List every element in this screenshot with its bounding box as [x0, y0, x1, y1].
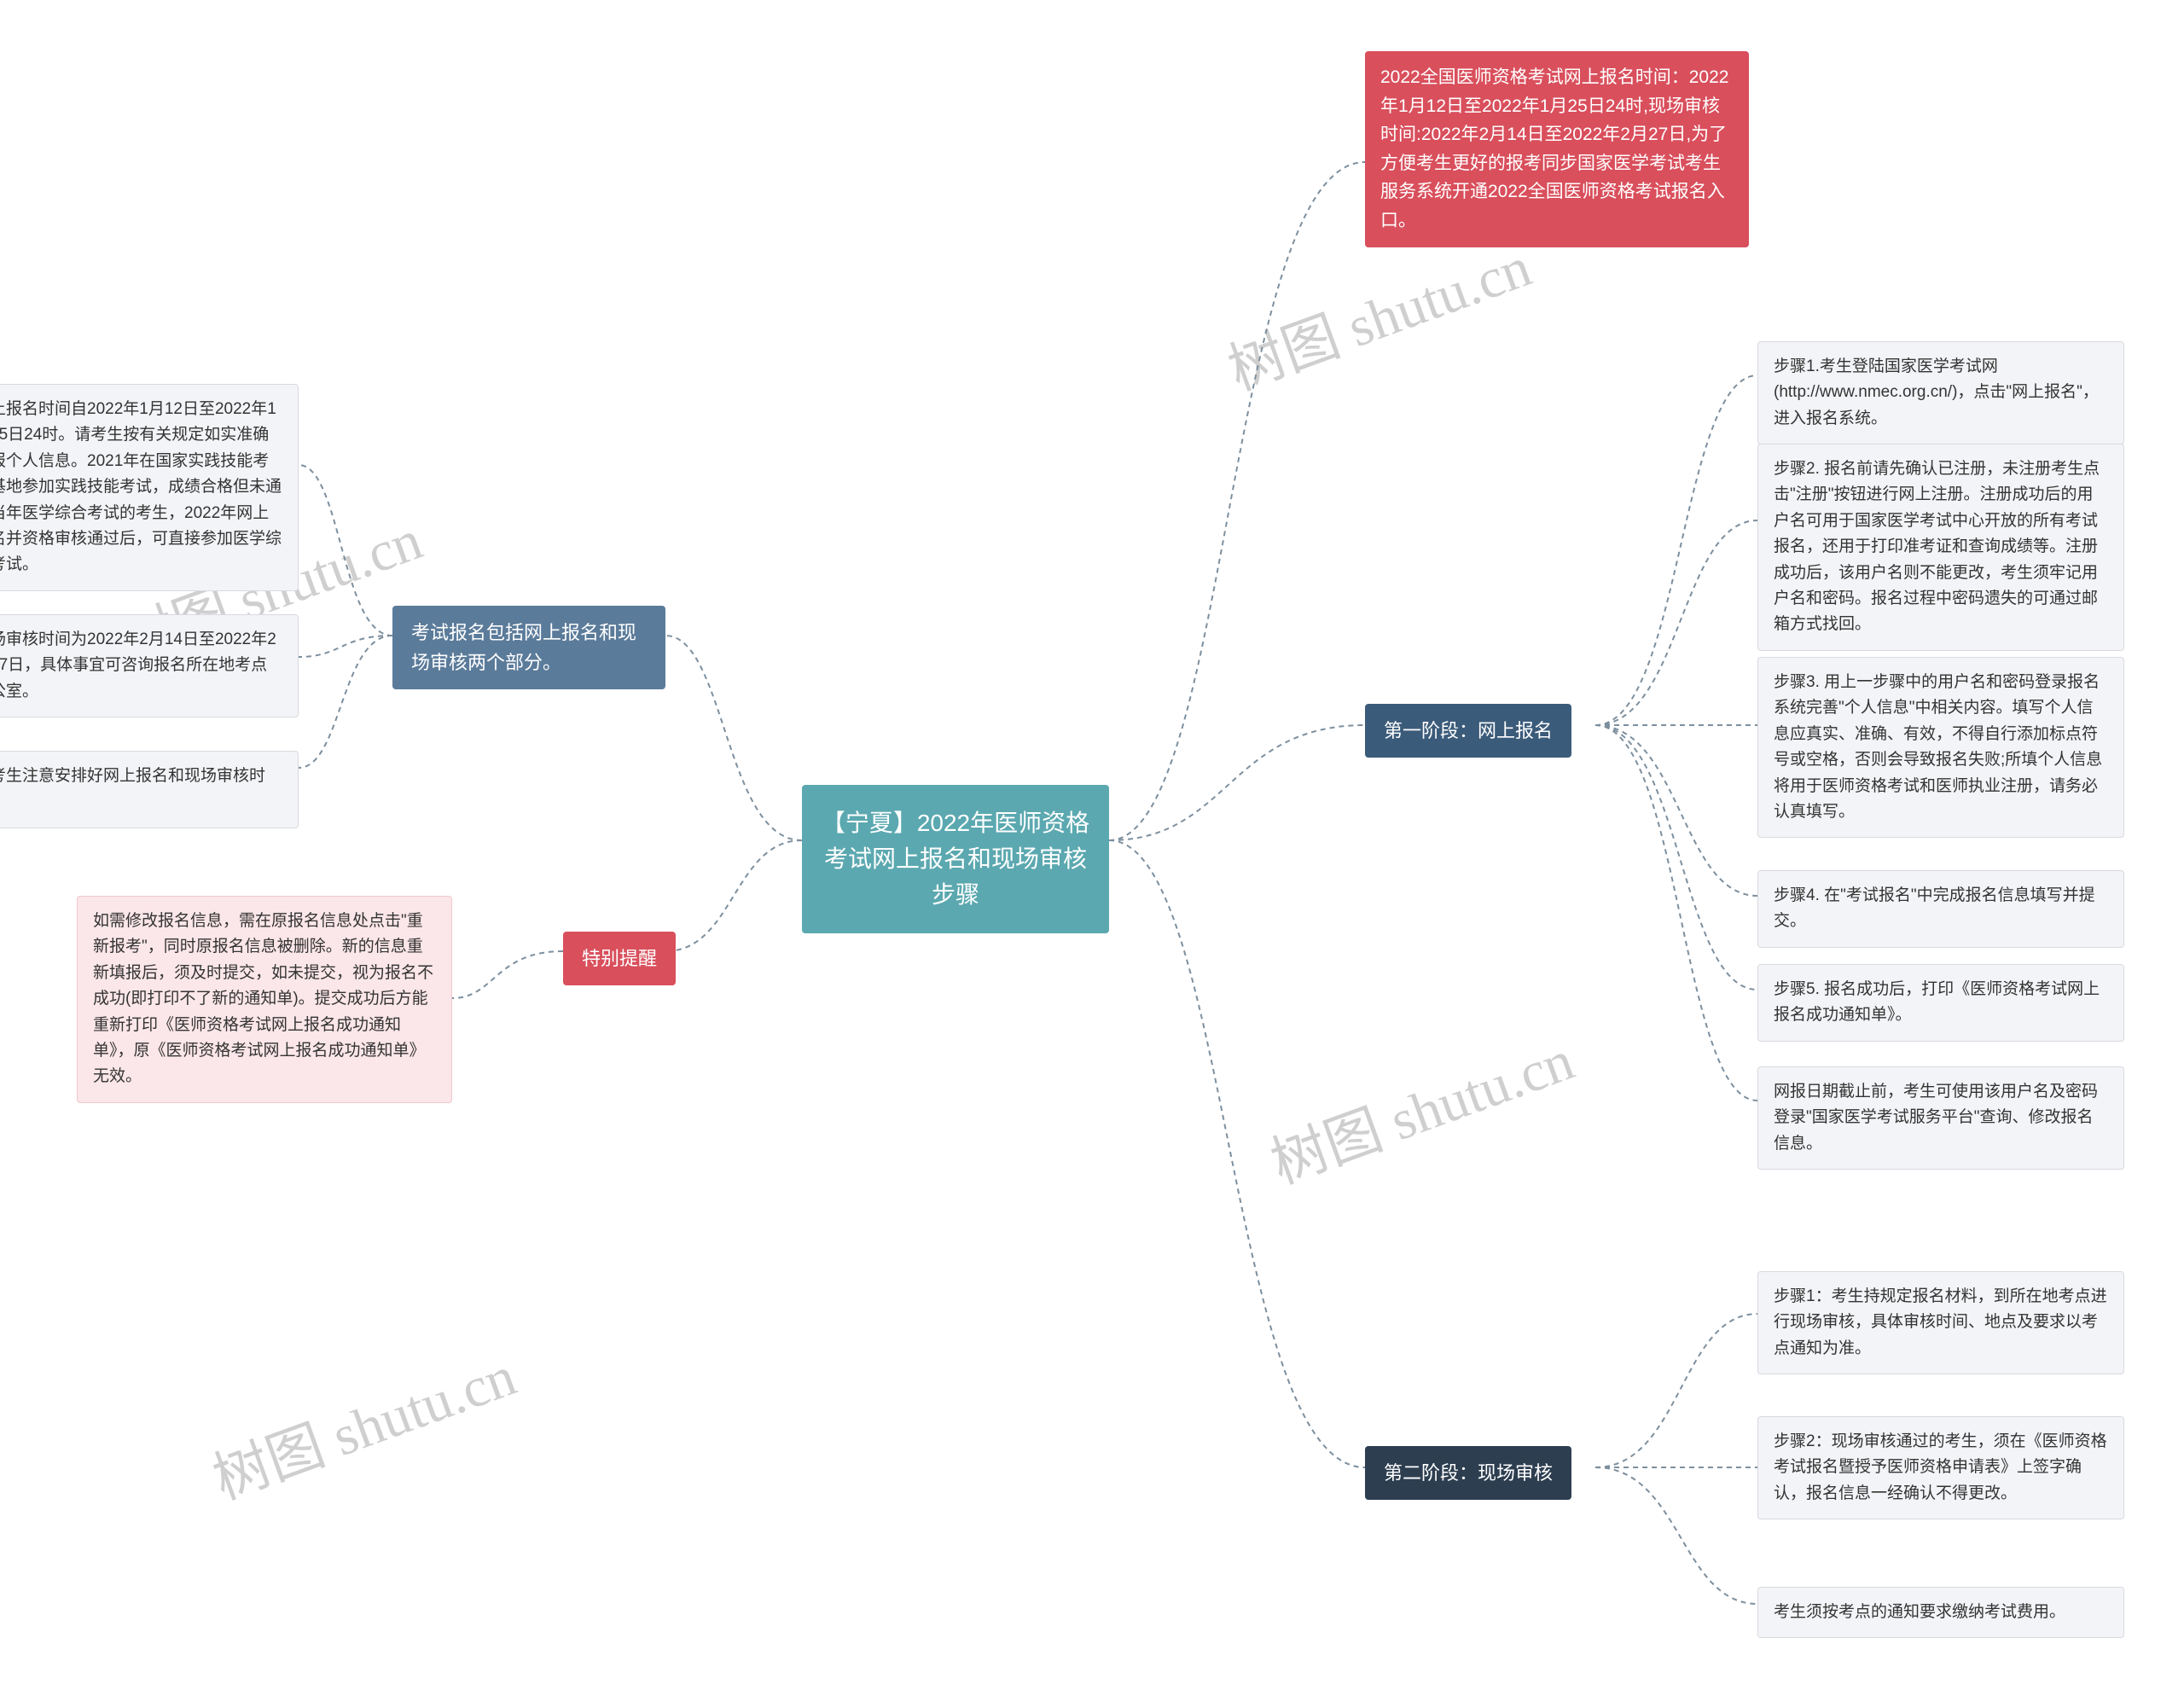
phase1-step2: 步骤2. 报名前请先确认已注册，未注册考生点击"注册"按钮进行网上注册。注册成功…: [1757, 444, 2124, 651]
watermark: 树图 shutu.cn: [200, 1331, 526, 1516]
phase1-step6: 网报日期截止前，考生可使用该用户名及密码登录"国家医学考试服务平台"查询、修改报…: [1757, 1066, 2124, 1170]
phase2-step3: 考生须按考点的通知要求缴纳考试费用。: [1757, 1587, 2124, 1638]
left-sub1-item2: 现场审核时间为2022年2月14日至2022年2月27日，具体事宜可咨询报名所在…: [0, 614, 299, 717]
phase1-step5: 步骤5. 报名成功后，打印《医师资格考试网上报名成功通知单》。: [1757, 964, 2124, 1042]
phase1-step4: 步骤4. 在"考试报名"中完成报名信息填写并提交。: [1757, 870, 2124, 948]
highlight-node: 2022全国医师资格考试网上报名时间：2022年1月12日至2022年1月25日…: [1365, 51, 1749, 247]
phase1-step1: 步骤1.考生登陆国家医学考试网(http://www.nmec.org.cn/)…: [1757, 341, 2124, 444]
left-sub1-item1: 网上报名时间自2022年1月12日至2022年1月25日24时。请考生按有关规定…: [0, 384, 299, 591]
left-sub2-item: 如需修改报名信息，需在原报名信息处点击"重新报考"，同时原报名信息被删除。新的信…: [77, 896, 452, 1103]
center-node: 【宁夏】2022年医师资格考试网上报名和现场审核步骤: [802, 785, 1109, 933]
phase2-step1: 步骤1：考生持规定报名材料，到所在地考点进行现场审核，具体审核时间、地点及要求以…: [1757, 1271, 2124, 1374]
phase1-label: 第一阶段：网上报名: [1365, 704, 1571, 758]
left-sub1-label: 考试报名包括网上报名和现场审核两个部分。: [392, 606, 665, 689]
left-sub2-label: 特别提醒: [563, 932, 676, 985]
left-sub1-item3: 请考生注意安排好网上报名和现场审核时间。: [0, 751, 299, 828]
phase1-step3: 步骤3. 用上一步骤中的用户名和密码登录报名系统完善"个人信息"中相关内容。填写…: [1757, 657, 2124, 838]
phase2-label: 第二阶段：现场审核: [1365, 1446, 1571, 1500]
phase2-step2: 步骤2：现场审核通过的考生，须在《医师资格考试报名暨授予医师资格申请表》上签字确…: [1757, 1416, 2124, 1519]
watermark: 树图 shutu.cn: [1258, 1015, 1583, 1200]
watermark: 树图 shutu.cn: [1216, 222, 1541, 407]
